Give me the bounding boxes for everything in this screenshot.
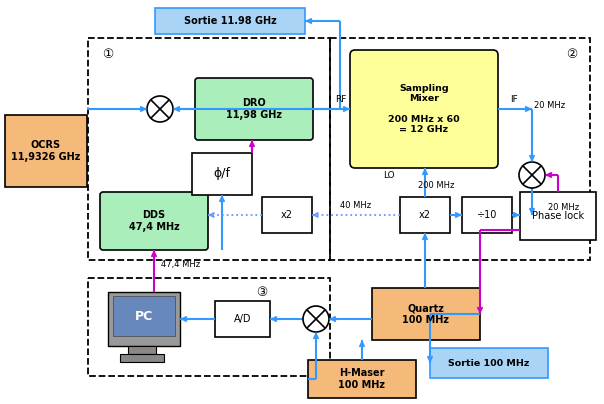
Text: 47,4 MHz: 47,4 MHz bbox=[161, 261, 200, 269]
Circle shape bbox=[303, 306, 329, 332]
Text: 20 MHz: 20 MHz bbox=[535, 101, 565, 111]
Text: Quartz
100 MHz: Quartz 100 MHz bbox=[402, 303, 449, 325]
Text: 40 MHz: 40 MHz bbox=[341, 202, 371, 210]
FancyBboxPatch shape bbox=[100, 192, 208, 250]
FancyBboxPatch shape bbox=[195, 78, 313, 140]
Bar bbox=[520, 192, 596, 240]
Bar bbox=[372, 288, 480, 340]
Bar bbox=[88, 278, 330, 376]
Bar bbox=[120, 354, 164, 362]
Bar bbox=[215, 301, 270, 337]
Text: ①: ① bbox=[102, 48, 114, 61]
Text: ÷10: ÷10 bbox=[477, 210, 497, 220]
Bar bbox=[262, 197, 312, 233]
Text: OCRS
11,9326 GHz: OCRS 11,9326 GHz bbox=[11, 140, 81, 162]
Text: x2: x2 bbox=[281, 210, 293, 220]
Text: x2: x2 bbox=[419, 210, 431, 220]
Bar bbox=[400, 197, 450, 233]
Text: IF: IF bbox=[510, 95, 518, 105]
Bar bbox=[192, 153, 252, 195]
Circle shape bbox=[519, 162, 545, 188]
Circle shape bbox=[147, 96, 173, 122]
Text: DDS
47,4 MHz: DDS 47,4 MHz bbox=[129, 210, 179, 232]
Bar bbox=[88, 38, 330, 260]
Bar bbox=[330, 38, 590, 260]
Bar bbox=[430, 348, 548, 378]
Text: LO: LO bbox=[384, 172, 395, 181]
Bar bbox=[155, 8, 305, 34]
Text: Sortie 11.98 GHz: Sortie 11.98 GHz bbox=[184, 16, 277, 26]
Bar bbox=[108, 292, 180, 346]
Text: 20 MHz: 20 MHz bbox=[548, 204, 579, 213]
Text: DRO
11,98 GHz: DRO 11,98 GHz bbox=[226, 98, 282, 120]
Text: A/D: A/D bbox=[234, 314, 252, 324]
Text: ϕ/f: ϕ/f bbox=[213, 168, 231, 181]
Bar bbox=[462, 197, 512, 233]
Text: Sampling
Mixer

200 MHz x 60
= 12 GHz: Sampling Mixer 200 MHz x 60 = 12 GHz bbox=[388, 84, 460, 134]
Text: PC: PC bbox=[135, 309, 153, 322]
Text: Phase lock: Phase lock bbox=[532, 211, 584, 221]
Text: ②: ② bbox=[567, 48, 577, 61]
Text: Sortie 100 MHz: Sortie 100 MHz bbox=[448, 358, 530, 368]
Bar bbox=[308, 360, 416, 398]
Text: 200 MHz: 200 MHz bbox=[418, 181, 454, 189]
Bar bbox=[128, 346, 156, 354]
Bar bbox=[5, 115, 87, 187]
Text: H-Maser
100 MHz: H-Maser 100 MHz bbox=[338, 368, 385, 390]
Text: ③: ③ bbox=[256, 286, 268, 299]
Text: RF: RF bbox=[335, 95, 346, 105]
Bar bbox=[113, 296, 175, 336]
FancyBboxPatch shape bbox=[350, 50, 498, 168]
